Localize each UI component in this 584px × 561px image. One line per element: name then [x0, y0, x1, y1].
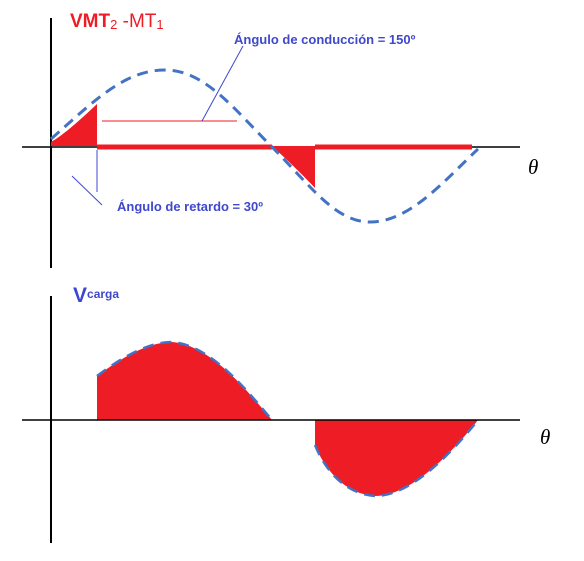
top-panel: VMT2 -MT1 Ángulo de conducción = 150º Án…	[22, 11, 538, 268]
delay-angle-label: Ángulo de retardo = 30º	[117, 199, 263, 214]
top-title-main: VMT	[70, 11, 111, 32]
bottom-negative-fill	[315, 420, 478, 496]
bottom-panel: Vcarga θ	[22, 284, 550, 543]
top-negative-conduction-fill	[272, 146, 315, 188]
bottom-title-main: V	[73, 284, 87, 307]
top-title: VMT2 -MT1	[70, 11, 164, 32]
conduction-leader-line	[201, 45, 244, 122]
bottom-theta-label: θ	[540, 425, 550, 449]
top-title-mid: -MT	[117, 11, 156, 32]
delay-leader-line	[71, 175, 103, 206]
bottom-sine-negative	[313, 419, 479, 498]
top-title-sub1: 2	[110, 17, 117, 32]
bottom-positive-fill	[97, 342, 272, 420]
top-theta-label: θ	[528, 155, 538, 179]
top-positive-conduction-fill	[51, 104, 97, 146]
bottom-title-sub: carga	[87, 287, 119, 301]
bottom-title: Vcarga	[73, 284, 119, 307]
conduction-angle-label: Ángulo de conducción = 150º	[234, 32, 416, 47]
top-title-sub2: 1	[156, 17, 163, 32]
top-sine-wave	[50, 68, 480, 224]
